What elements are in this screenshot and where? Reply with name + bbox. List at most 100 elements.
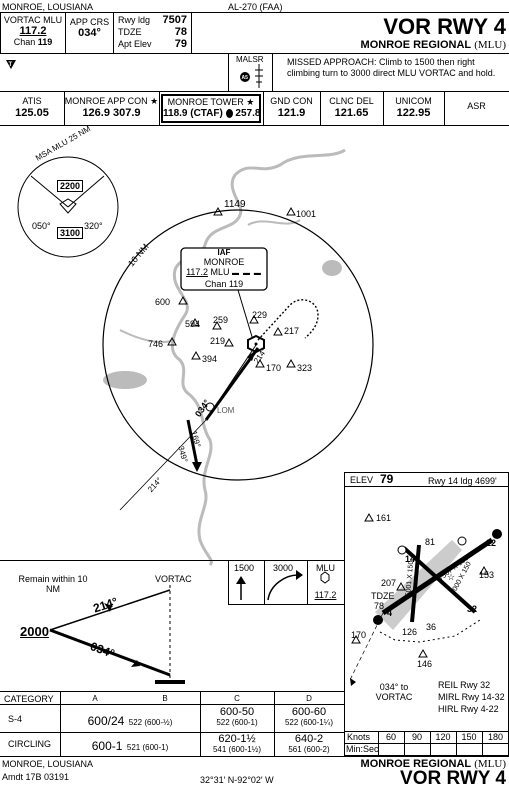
header-location: MONROE, LOUSIANA — [2, 2, 94, 12]
footer-airport-id: (MLU) — [474, 758, 506, 770]
min-sub: 521 (600-1) — [126, 743, 169, 752]
min-sub: 522 (600-1) — [216, 718, 258, 727]
knots-value: 150 — [461, 732, 477, 742]
procedure-turn-in — [49, 628, 171, 677]
nav-chan: 119 — [37, 37, 53, 47]
ma-nav-freq: 117.2 — [314, 590, 337, 600]
obs-161: 161 — [376, 513, 392, 523]
comm-freq: 118.9 (CTAF) — [163, 108, 223, 119]
min-header-d: D — [306, 694, 312, 703]
msa-brg2: 320° — [84, 221, 103, 231]
final-course — [204, 347, 260, 421]
comm-freq: 122.95 — [396, 107, 431, 119]
chart-title: VOR RWY 4 — [383, 14, 506, 39]
rwy-note: Rwy 14 ldg 4699' — [428, 476, 497, 486]
min-header-category: CATEGORY — [4, 694, 54, 704]
obs-label: 323 — [297, 363, 313, 373]
app-crs: 034° — [78, 27, 101, 39]
rwy-22: 22 — [486, 538, 497, 548]
malsr-lighting-icon: A5 — [240, 64, 263, 88]
ma-vortac-icon — [320, 571, 330, 584]
msa-alt2: 3100 — [57, 227, 84, 239]
comm-approach: MONROE APP CON ★ 126.9 307.9 — [64, 96, 159, 119]
iaf-box — [180, 247, 268, 291]
holding-pattern — [257, 299, 319, 341]
obs-label: 229 — [252, 310, 268, 320]
min-circ-ab: 600-1 521 (600-1) — [60, 737, 200, 755]
obs-146: 146 — [417, 659, 433, 669]
comm-tower: MONROE TOWER ★ 118.9 (CTAF) 257.8 — [161, 94, 261, 123]
ma-nav-id: MLU — [315, 563, 335, 573]
comm-label: UNICOM — [395, 96, 432, 106]
iaf-freq: 117.2 — [186, 267, 208, 277]
tdze-label-ad: TDZE — [371, 591, 395, 601]
procedure-id: AL-270 (FAA) — [228, 2, 283, 12]
minsec-label: Min:Sec — [346, 744, 379, 754]
nav-label: VORTAC MLU — [3, 15, 63, 25]
min-sub: 541 (600-1½) — [212, 745, 262, 754]
obs-170: 170 — [351, 630, 367, 640]
tdze-ad: 78 — [374, 601, 385, 611]
lighting-label: MALSR — [236, 55, 264, 64]
min-circ-d: 640-2 561 (600-2) — [274, 733, 344, 755]
min-s4-c: 600-50 522 (600-1) — [200, 706, 274, 728]
obs-label: 219 — [210, 336, 226, 346]
airport-id: (MLU) — [474, 39, 506, 51]
comm-label: CLNC DEL — [329, 96, 374, 106]
obs-label: 594 — [185, 319, 201, 329]
iaf-fix: IAF MONROE 117.2 MLU ▬ ▬ ▬ Chan 119 — [181, 248, 267, 289]
comm-atis: ATIS 125.05 — [0, 96, 64, 120]
min-sub: 561 (600-2) — [288, 745, 330, 754]
min-header-c: C — [234, 694, 240, 703]
lom-icon — [205, 402, 215, 412]
comm-freq: 121.65 — [334, 107, 369, 119]
comm-freq: 121.9 — [277, 107, 306, 119]
obs-207: 207 — [381, 578, 397, 588]
min-value: 600-50 — [219, 706, 255, 718]
comm-label: ASR — [467, 101, 486, 111]
rwy-126: 126 — [402, 627, 418, 637]
comm-label: ATIS — [22, 96, 42, 106]
min-value: 600-1 — [91, 739, 123, 753]
river — [170, 148, 346, 567]
profile-vortac: VORTAC — [155, 574, 192, 584]
comm-asr: ASR — [444, 101, 509, 111]
iaf-chan: Chan 119 — [204, 279, 244, 289]
knots-value: 120 — [435, 732, 451, 742]
vortac-icon — [247, 334, 265, 354]
lake-ne — [322, 260, 342, 276]
rwy-4: 4 — [387, 608, 393, 618]
header-airport: MONROE REGIONAL (MLU) — [340, 39, 506, 51]
msa-brg1: 050° — [32, 221, 51, 231]
app-crs-label: APP CRS — [69, 17, 110, 27]
runway-18-36 — [410, 544, 421, 623]
tdze-label: TDZE — [118, 27, 142, 37]
footer-airport: MONROE REGIONAL (MLU) — [330, 758, 506, 770]
min-value: 600-60 — [291, 706, 327, 718]
svg-text:A5: A5 — [242, 75, 249, 81]
footer-airport-name: MONROE REGIONAL — [360, 758, 472, 770]
min-sub: 522 (600-1¼) — [284, 718, 334, 727]
lighting-2: MIRL Rwy 14-32 — [438, 692, 505, 702]
obs-label: 746 — [148, 339, 164, 349]
rwy-36: 36 — [426, 622, 437, 632]
footer-coords: 32°31′ N-92°02′ W — [200, 775, 274, 785]
remain-label: Remain within 10 NM — [18, 574, 88, 594]
min-value: 620-1½ — [218, 733, 256, 745]
iaf-name: MONROE — [203, 257, 245, 267]
min-value: 640-2 — [294, 733, 324, 745]
airport-name: MONROE REGIONAL — [360, 39, 472, 51]
footer-amdt: Amdt 17B 03191 — [2, 772, 70, 782]
min-circ-c: 620-1½ 541 (600-1½) — [200, 733, 274, 755]
obs-label: 1149 — [224, 199, 246, 210]
comm-clearance: CLNC DEL 121.65 — [320, 96, 383, 120]
comm-label: MONROE APP CON — [64, 96, 148, 106]
obs-label: 394 — [202, 354, 218, 364]
nav-freq: 117.2 — [19, 25, 47, 37]
profile-alt: 2000 — [20, 624, 49, 639]
lighting-1: REIL Rwy 32 — [438, 680, 491, 690]
knots-value: 180 — [487, 732, 504, 742]
